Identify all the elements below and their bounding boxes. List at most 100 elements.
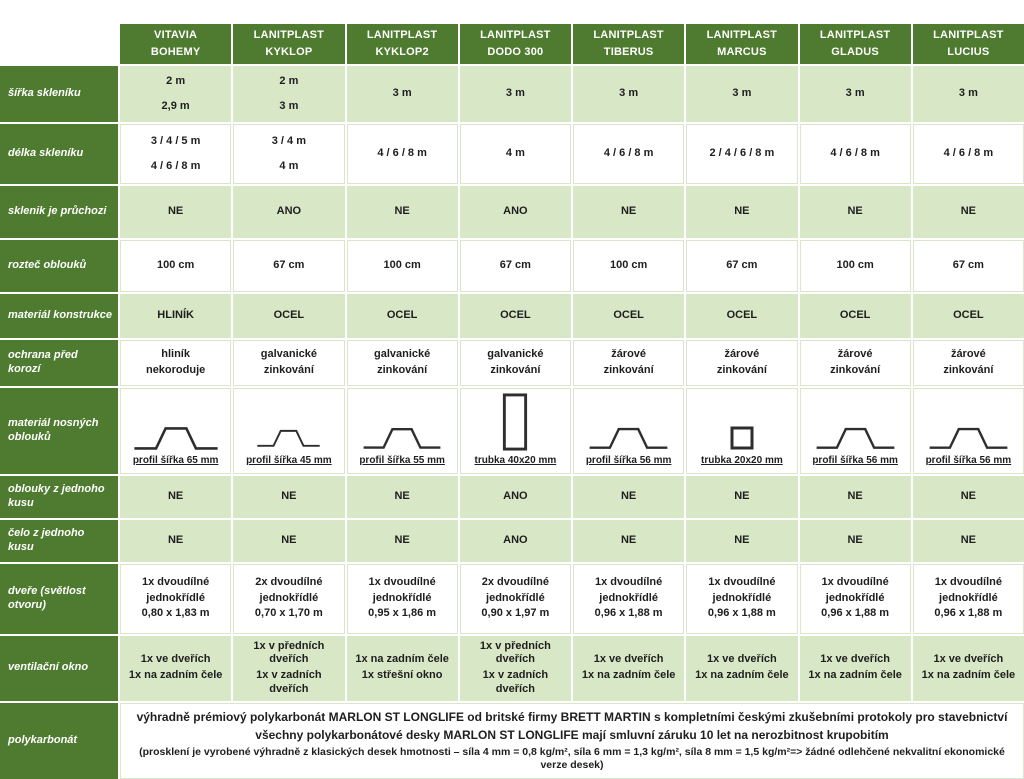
data-cell: 1x dvoudílné jednokřídlé 0,96 x 1,88 m — [799, 563, 911, 634]
note-line: výhradně prémiový polykarbonát MARLON ST… — [136, 709, 1008, 724]
row-label: délka skleníku — [0, 124, 118, 184]
data-cell: žárové zinkování — [686, 340, 798, 386]
cell-line: NE — [620, 533, 637, 546]
cell-line: 4 / 6 / 8 m — [150, 159, 201, 172]
cell-line: 1x na zadním čele — [355, 653, 449, 666]
data-cell: NE — [573, 186, 685, 238]
cell-line: 1x dvoudílné — [595, 575, 663, 588]
cell-line: 0,70 x 1,70 m — [254, 607, 323, 620]
data-cell: NE — [233, 519, 345, 562]
cell-line: žárové — [837, 348, 873, 361]
profile-cell: profil šířka 56 mm — [912, 388, 1024, 474]
data-cell: NE — [346, 186, 458, 238]
profile-caption: trubka 20x20 mm — [701, 455, 783, 466]
profile-caption: profil šířka 65 mm — [132, 455, 219, 466]
profile-caption: trubka 40x20 mm — [474, 455, 557, 466]
cell-line: NE — [167, 533, 184, 546]
product-header: LANITPLAST LUCIUS — [912, 24, 1024, 64]
cell-line: 1x ve dveřích — [820, 653, 890, 666]
cell-line: žárové — [950, 348, 986, 361]
cell-line: jednokřídlé — [486, 591, 545, 604]
cell-line: jednokřídlé — [146, 591, 205, 604]
data-cell: NE — [573, 475, 685, 518]
data-cell: 3 / 4 m 4 m — [233, 124, 345, 184]
data-cell: galvanické zinkování — [346, 340, 458, 386]
cell-line: 2,9 m — [161, 99, 190, 112]
product-header: LANITPLAST KYKLOP — [233, 24, 345, 64]
data-cell: 100 cm — [799, 240, 911, 292]
data-cell: OCEL — [233, 294, 345, 338]
cell-line: 100 cm — [383, 259, 421, 272]
cell-line: zinkování — [943, 364, 994, 376]
cell-line: 4 / 6 / 8 m — [377, 147, 427, 160]
cell-line: jednokřídlé — [372, 591, 432, 604]
data-cell: 1x ve dveřích 1x na zadním čele — [686, 635, 798, 701]
cell-line: 1x na zadním čele — [921, 669, 1016, 681]
cell-line: nekoroduje — [145, 364, 206, 376]
product-name-line: LANITPLAST — [933, 28, 1004, 41]
cell-line: ANO — [276, 205, 302, 218]
data-cell: 3 m — [912, 66, 1024, 122]
cell-line: 100 cm — [156, 259, 195, 272]
data-cell: 100 cm — [346, 240, 458, 292]
cell-line: NE — [394, 533, 410, 546]
profile-cell: trubka 40x20 mm — [459, 388, 571, 474]
data-cell: NE — [912, 519, 1024, 562]
cell-line: zinkování — [377, 364, 428, 376]
cell-line: 1x dvoudílné — [708, 575, 776, 588]
product-name-line: MARCUS — [717, 45, 767, 58]
data-cell: 67 cm — [912, 240, 1024, 292]
data-cell: OCEL — [799, 294, 911, 338]
row-label: materiál konstrukce — [0, 294, 118, 338]
cell-line: 4 m — [279, 159, 299, 172]
cell-line: ANO — [503, 489, 528, 502]
data-cell: 67 cm — [459, 240, 571, 292]
profile-cell: profil šířka 56 mm — [799, 388, 911, 474]
cell-line: NE — [394, 489, 410, 502]
cell-line: 1x na zadním čele — [581, 669, 676, 681]
cell-line: NE — [734, 489, 750, 502]
product-name-line: DODO 300 — [487, 45, 544, 58]
data-cell: 1x dvoudílné jednokřídlé 0,96 x 1,88 m — [686, 563, 798, 634]
cell-line: OCEL — [386, 309, 418, 322]
product-header: VITAVIA BOHEMY — [120, 24, 232, 64]
data-cell: OCEL — [346, 294, 458, 338]
data-cell: 1x na zadním čele 1x střešní okno — [346, 635, 458, 701]
data-cell: 1x ve dveřích 1x na zadním čele — [799, 635, 911, 701]
tube-square-cross-section-icon — [730, 426, 754, 450]
data-cell: žárové zinkování — [912, 340, 1024, 386]
cell-line: NE — [847, 489, 863, 502]
data-cell: 4 m — [459, 124, 571, 184]
cell-line: 67 cm — [952, 259, 984, 272]
cell-line: NE — [620, 205, 637, 218]
cell-line: hliník — [161, 348, 190, 361]
product-header: LANITPLAST TIBERUS — [573, 24, 685, 64]
cell-line: 4 / 6 / 8 m — [943, 147, 994, 160]
cell-line: 67 cm — [499, 259, 531, 272]
cell-line: 1x dvoudílné — [821, 575, 889, 588]
cell-line: jednokřídlé — [259, 591, 319, 604]
data-cell: NE — [799, 475, 911, 518]
cell-line: zinkování — [263, 364, 314, 376]
cell-line: jednokřídlé — [939, 591, 998, 604]
cell-line: NE — [620, 489, 637, 502]
product-name-line: KYKLOP — [265, 45, 313, 58]
cell-line: 3 m — [845, 87, 865, 100]
data-cell: 4 / 6 / 8 m — [912, 124, 1024, 184]
data-cell: NE — [573, 519, 685, 562]
row-label: šířka skleníku — [0, 66, 118, 122]
data-cell: 1x ve dveřích 1x na zadním čele — [120, 635, 232, 701]
data-cell: 1x dvoudílné jednokřídlé 0,96 x 1,88 m — [573, 563, 685, 634]
row-label: materiál nosných oblouků — [0, 388, 118, 474]
cell-line: zinkování — [490, 364, 541, 376]
cell-line: galvanické — [260, 348, 317, 361]
cell-line: ANO — [503, 205, 528, 218]
row-label: oblouky z jednoho kusu — [0, 475, 118, 518]
row-label: čelo z jednoho kusu — [0, 519, 118, 562]
cell-line: OCEL — [500, 309, 531, 322]
cell-line: zinkování — [603, 364, 654, 376]
product-header: LANITPLAST MARCUS — [686, 24, 798, 64]
cell-line: 4 m — [505, 147, 525, 160]
profile-caption: profil šířka 45 mm — [246, 455, 332, 466]
data-cell: NE — [799, 519, 911, 562]
